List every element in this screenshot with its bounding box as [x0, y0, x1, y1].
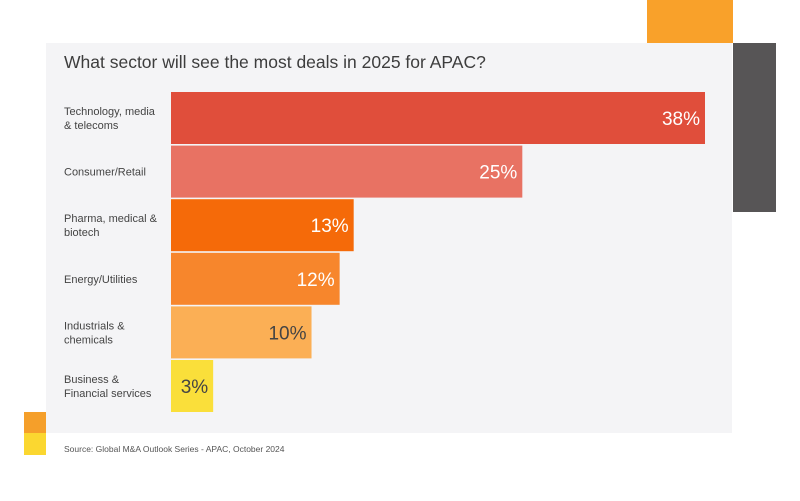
bar-4	[171, 306, 312, 359]
value-label-3: 12%	[297, 270, 335, 291]
bar-3	[171, 252, 340, 305]
value-label-1: 25%	[479, 163, 517, 184]
category-label-0: Technology, media & telecoms	[64, 106, 156, 132]
category-label-3: Energy/Utilities	[64, 274, 138, 286]
bar-1	[171, 145, 523, 198]
category-label-1: Consumer/Retail	[64, 167, 146, 179]
bar-0	[171, 92, 705, 144]
decorative-grey-block-right	[733, 43, 776, 212]
chart-title: What sector will see the most deals in 2…	[64, 52, 486, 72]
category-label-5: Business & Financial services	[64, 374, 152, 400]
value-label-4: 10%	[268, 323, 306, 344]
category-label-2: Pharma, medical & biotech	[64, 213, 158, 239]
source-note: Source: Global M&A Outlook Series - APAC…	[64, 444, 285, 454]
value-label-0: 38%	[662, 109, 700, 130]
bar-2	[171, 199, 354, 252]
decorative-orange-block-top	[647, 0, 733, 43]
bar-5	[171, 360, 214, 412]
category-label-4: Industrials & chemicals	[64, 320, 125, 346]
value-label-2: 13%	[311, 216, 349, 237]
decorative-yellow-block-left	[24, 433, 46, 455]
value-label-5: 3%	[181, 377, 209, 398]
decorative-orange-block-left	[24, 412, 46, 433]
